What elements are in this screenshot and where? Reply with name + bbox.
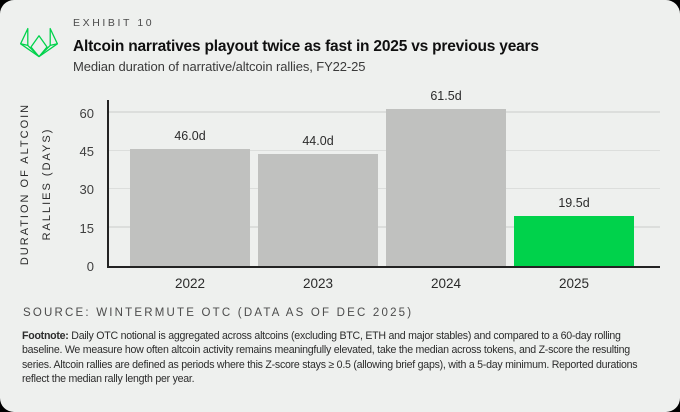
- x-tick-label-2025: 2025: [558, 276, 590, 291]
- bars-container: 46.0d 2022 44.0d 2023 61.5d 2024 19.5d 2025: [109, 89, 660, 291]
- bar-2023: [258, 153, 378, 266]
- x-tick-label-2022: 2022: [174, 276, 206, 291]
- footnote: Footnote: Daily OTC notional is aggregat…: [22, 329, 660, 387]
- bar-value-label-2023: 44.0d: [302, 133, 334, 148]
- chart-plot-area: 46.0d 2022 44.0d 2023 61.5d 2024 19.5d 2025: [107, 89, 660, 291]
- x-tick-label-2024: 2024: [430, 276, 462, 291]
- y-axis-title-line2: RALLIES (DAYS): [41, 127, 53, 241]
- bar-group-2025: 19.5d 2025: [514, 100, 634, 291]
- gridline-30: [109, 187, 660, 190]
- bar-2022: [130, 148, 250, 266]
- y-axis-title: DURATION OF ALTCOIN RALLIES (DAYS): [14, 34, 58, 334]
- wintermute-logo-icon: [19, 27, 59, 58]
- gridline-45: [109, 149, 660, 152]
- exhibit-label: EXHIBIT 10: [73, 17, 155, 29]
- x-tick-label-2023: 2023: [302, 276, 334, 291]
- y-tick-label-30: 30: [79, 182, 94, 198]
- bar-group-2022: 46.0d 2022: [130, 100, 250, 291]
- bar-2024: [386, 108, 506, 266]
- source-line: SOURCE: WINTERMUTE OTC (DATA AS OF DEC 2…: [23, 307, 414, 319]
- bar-group-2023: 44.0d 2023: [258, 100, 378, 291]
- y-tick-label-0: 0: [86, 259, 94, 274]
- page-title: Altcoin narratives playout twice as fast…: [73, 38, 539, 55]
- footnote-text: Daily OTC notional is aggregated across …: [22, 330, 638, 386]
- y-tick-label-60: 60: [79, 105, 94, 121]
- bar-value-label-2025: 19.5d: [558, 196, 590, 211]
- footnote-label: Footnote:: [22, 330, 69, 342]
- bar-value-label-2022: 46.0d: [174, 128, 206, 143]
- y-tick-label-45: 45: [79, 144, 94, 160]
- bar-2025: [514, 216, 634, 266]
- y-axis-ticks: 0 15 30 45 60: [58, 101, 94, 274]
- gridline-15: [109, 226, 660, 228]
- y-tick-label-15: 15: [79, 220, 94, 236]
- bar-value-label-2024: 61.5d: [430, 88, 462, 103]
- bar-group-2024: 61.5d 2024: [386, 89, 506, 291]
- y-axis-title-line1: DURATION OF ALTCOIN: [19, 102, 31, 266]
- gridline-60: [109, 111, 660, 113]
- chart-subtitle: Median duration of narrative/altcoin ral…: [73, 59, 366, 74]
